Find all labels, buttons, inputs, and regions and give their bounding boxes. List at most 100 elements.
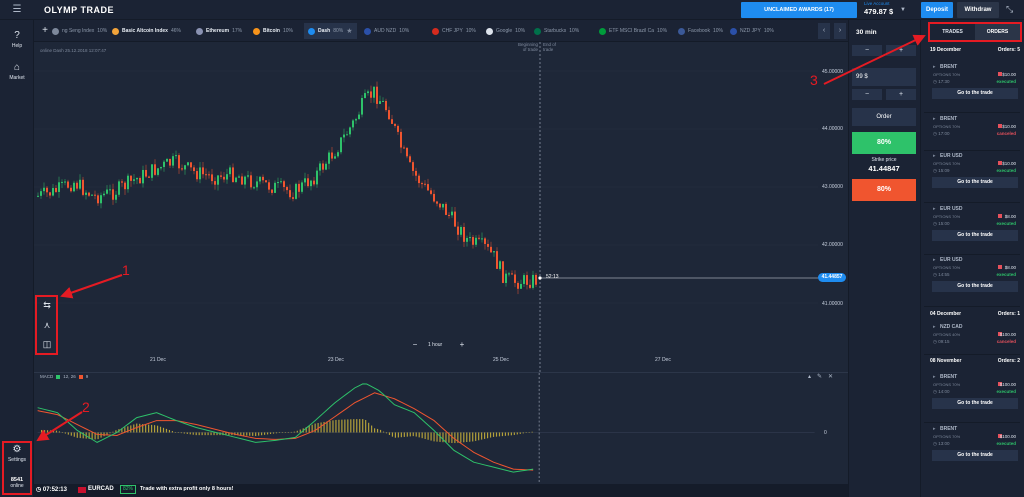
asset-tab[interactable]: Ethereum 17% (196, 23, 242, 39)
asset-tab[interactable]: Facebook 10% (678, 23, 723, 39)
candle-body (493, 251, 495, 253)
promo-pair[interactable]: EURCAD (88, 486, 114, 492)
macd-histogram-bar (353, 419, 355, 433)
fullscreen-icon[interactable]: ⤡ (1006, 4, 1014, 14)
expand-arrow-icon[interactable]: ▸ (933, 324, 936, 330)
amount-increase-button[interactable]: + (886, 89, 916, 100)
duration-decrease-button[interactable]: − (852, 45, 882, 56)
market-label: Market (9, 75, 25, 81)
settings-button[interactable]: ⚙ Settings (0, 444, 34, 463)
order-status: canceled (996, 131, 1016, 136)
timeframe-value[interactable]: 1 hour (428, 342, 443, 348)
tab-orders[interactable]: ORDERS (975, 24, 1020, 40)
macd-histogram-bar (507, 432, 509, 436)
put-button[interactable]: 80% (852, 179, 916, 201)
macd-histogram-bar (305, 427, 307, 433)
macd-histogram-bar (168, 429, 171, 433)
y-tick-label: 41.00000 (822, 301, 843, 307)
duration-increase-button[interactable]: + (886, 45, 916, 56)
unclaimed-awards-button[interactable]: UNCLAIMED AWARDS (17) (741, 2, 857, 18)
macd-histogram-bar (403, 432, 405, 437)
amount-input[interactable]: 99 $ (852, 68, 916, 86)
direction-icon (998, 382, 1002, 386)
asset-tab[interactable]: Dash 80% ★ (304, 23, 357, 39)
annotation-arrow-2 (36, 411, 83, 442)
promo-text[interactable]: Trade with extra profit only 8 hours! (140, 486, 234, 492)
amount-decrease-button[interactable]: − (852, 89, 882, 100)
macd-histogram-bar (153, 425, 156, 433)
order-item: ▸ EUR USD OPTIONS 70% ◷ 14:55 $8.00 executed G… (930, 257, 1020, 309)
add-asset-icon[interactable]: + (42, 25, 48, 36)
asset-tab[interactable]: ng Seng Index 10% (52, 23, 107, 39)
asset-tab-name: CHF JPY (442, 28, 463, 34)
candle-body (295, 183, 297, 199)
macd-histogram-bar (489, 432, 492, 438)
direction-icon (998, 265, 1002, 269)
asset-icon (486, 27, 493, 35)
asset-tab[interactable]: Basic Altcoin Index 46% (112, 23, 181, 39)
macd-histogram-bar (356, 419, 358, 433)
go-to-trade-button[interactable]: Go to the trade (932, 177, 1018, 188)
candle-body (496, 251, 498, 269)
expand-arrow-icon[interactable]: ▸ (933, 374, 936, 380)
star-icon[interactable]: ★ (346, 28, 353, 35)
go-to-trade-button[interactable]: Go to the trade (932, 450, 1018, 461)
macd-histogram-bar (400, 432, 402, 438)
order-amount: $100.00 (999, 332, 1016, 337)
move-up-icon[interactable]: ▴ (808, 374, 812, 380)
asset-tab[interactable]: NZD JPY 10% (730, 23, 774, 39)
call-button[interactable]: 80% (852, 132, 916, 154)
asset-tab[interactable]: CHF JPY 10% (432, 23, 476, 39)
left-sidebar: ? Help ⌂ Market ⚙ Settings 8541 online (0, 20, 34, 497)
order-status: executed (996, 441, 1016, 446)
close-icon[interactable]: ✕ (828, 374, 834, 380)
hamburger-menu-icon[interactable]: ☰ (12, 4, 22, 15)
deposit-button[interactable]: Deposit (921, 2, 953, 18)
go-to-trade-button[interactable]: Go to the trade (932, 88, 1018, 99)
expand-arrow-icon[interactable]: ▸ (933, 426, 936, 432)
asset-tab[interactable]: Bitcoin 10% (253, 23, 293, 39)
tab-trades[interactable]: TRADES (942, 29, 963, 35)
asset-tab[interactable]: Google 10% (486, 23, 525, 39)
candle-body (469, 237, 471, 239)
asset-tab-pct: 10% (657, 28, 668, 34)
expand-arrow-icon[interactable]: ▸ (933, 116, 936, 122)
help-button[interactable]: ? Help (0, 30, 34, 49)
asset-tab[interactable]: Starbucks 10% (534, 23, 579, 39)
tabs-prev-button[interactable]: ‹ (818, 23, 830, 39)
edit-icon[interactable]: ✎ (817, 374, 823, 380)
chart-type-icon[interactable]: ⇆ (43, 300, 51, 310)
price-chart[interactable] (34, 42, 848, 372)
drawing-tools-icon[interactable]: ⋏ (43, 320, 51, 330)
tabs-next-button[interactable]: › (834, 23, 846, 39)
order-time-value: 17:30 (938, 79, 950, 84)
candle-body (415, 170, 417, 176)
expand-arrow-icon[interactable]: ▸ (933, 64, 936, 70)
order-status: executed (996, 272, 1016, 277)
expand-arrow-icon[interactable]: ▸ (933, 257, 936, 263)
account-selector[interactable]: Live Account 479.87 $ (864, 1, 914, 19)
candle-body (424, 183, 426, 185)
asset-tab[interactable]: AUD NZD 10% (364, 23, 409, 39)
candle-body (298, 183, 300, 192)
order-button[interactable]: Order (852, 108, 916, 126)
asset-tab[interactable]: ETF MSCI Brazil Ca 10% (599, 23, 667, 39)
order-amount: $8.00 (1004, 214, 1016, 219)
chevron-down-icon[interactable]: ▼ (900, 7, 906, 13)
annotation-number-2: 2 (82, 399, 90, 415)
expand-arrow-icon[interactable]: ▸ (933, 153, 936, 159)
candle-body (265, 180, 267, 183)
go-to-trade-button[interactable]: Go to the trade (932, 281, 1018, 292)
timeframe-increase-button[interactable]: + (459, 340, 465, 349)
market-button[interactable]: ⌂ Market (0, 62, 34, 81)
withdraw-button[interactable]: Withdraw (957, 2, 999, 18)
indicators-icon[interactable]: ◫ (42, 339, 52, 349)
candle-body (316, 170, 318, 185)
go-to-trade-button[interactable]: Go to the trade (932, 230, 1018, 241)
go-to-trade-button[interactable]: Go to the trade (932, 398, 1018, 409)
timeframe-decrease-button[interactable]: − (412, 340, 418, 349)
duration-value[interactable]: 30 min (856, 29, 877, 36)
divider (924, 254, 1020, 255)
expand-arrow-icon[interactable]: ▸ (933, 206, 936, 212)
order-time: ◷ 17:00 (933, 131, 950, 136)
